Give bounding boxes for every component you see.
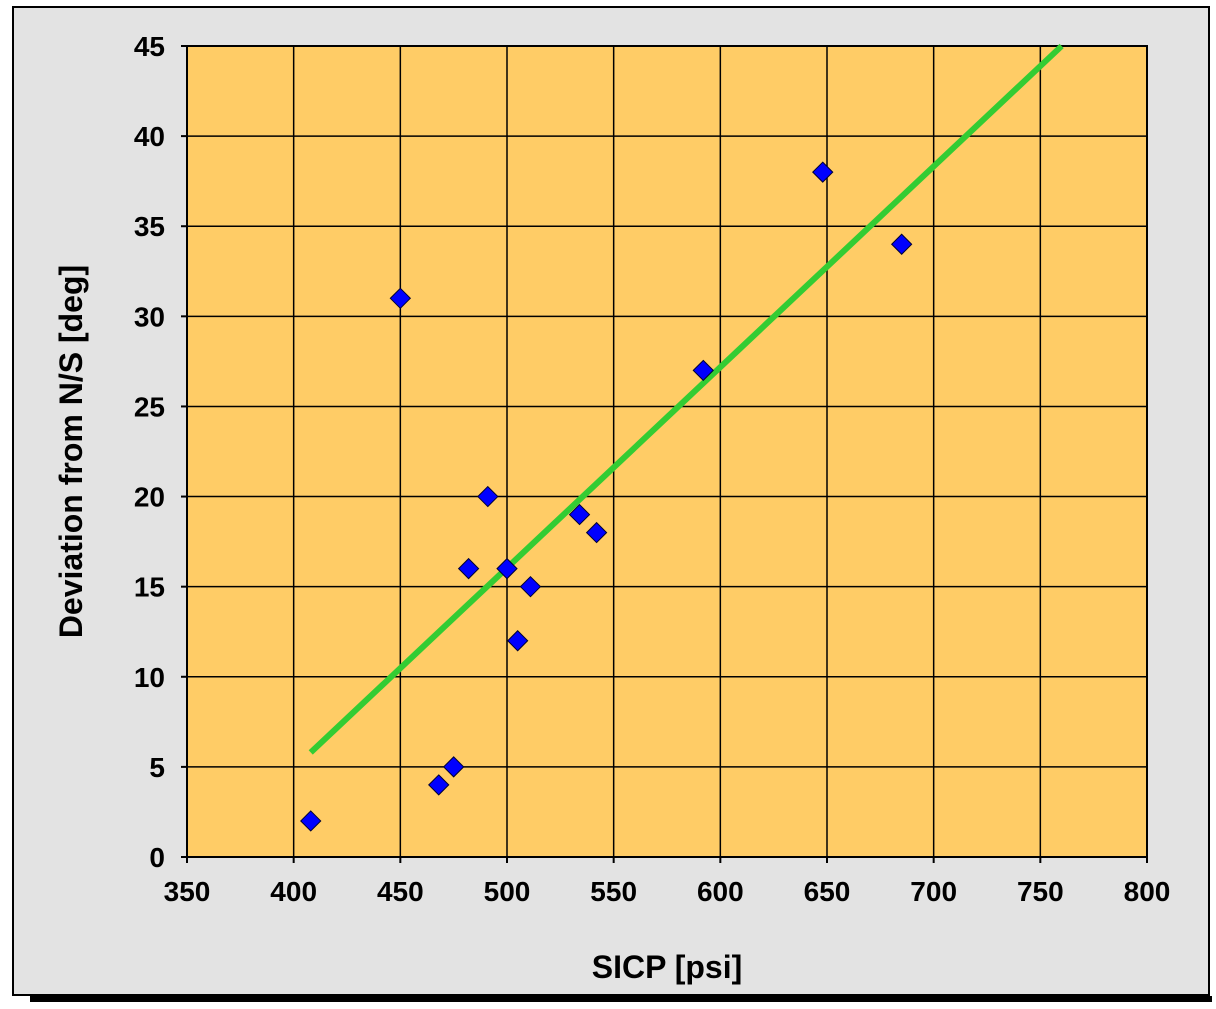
x-axis-ticks: 350 400 450 500 550 600 650 700 750 800 [164,857,1171,907]
x-tick-label: 350 [164,876,211,907]
data-point-6 [496,557,518,580]
data-point-1 [389,287,412,310]
x-tick-label: 450 [377,876,424,907]
x-tick-label: 550 [590,876,637,907]
data-point-11 [692,359,714,382]
data-point-8 [519,575,542,598]
data-point-3 [442,756,465,778]
data-point-2 [428,774,450,796]
data-points [300,161,913,832]
x-axis-title: SICP [psi] [592,949,743,985]
data-point-9 [568,503,591,526]
x-tick-label: 650 [804,876,851,907]
y-axis-ticks: 0 5 10 15 20 25 30 35 40 45 [134,31,187,873]
data-point-12 [812,161,834,183]
data-point-5 [477,485,499,508]
data-point-13 [890,233,913,255]
y-tick-label: 40 [134,121,165,152]
trendline [308,43,1064,755]
data-point-4 [457,557,480,580]
x-tick-label: 800 [1124,876,1171,907]
y-tick-label: 35 [134,211,165,242]
chart-frame-shadow [30,996,1212,1002]
x-tick-label: 600 [697,876,744,907]
y-tick-label: 0 [149,842,165,873]
y-tick-label: 10 [134,662,165,693]
y-tick-label: 30 [134,301,165,332]
data-point-0 [300,810,322,832]
x-tick-label: 400 [270,876,317,907]
data-point-10 [585,521,608,544]
x-tick-label: 500 [484,876,531,907]
y-tick-label: 45 [134,31,165,62]
x-tick-label: 700 [910,876,957,907]
y-tick-label: 20 [134,482,165,513]
y-tick-label: 25 [134,391,165,422]
y-axis-title: Deviation from N/S [deg] [53,265,89,638]
grid-lines [186,45,1148,858]
data-point-7 [506,630,529,652]
y-tick-label: 5 [149,752,165,783]
x-tick-label: 750 [1017,876,1064,907]
y-tick-label: 15 [134,572,165,603]
